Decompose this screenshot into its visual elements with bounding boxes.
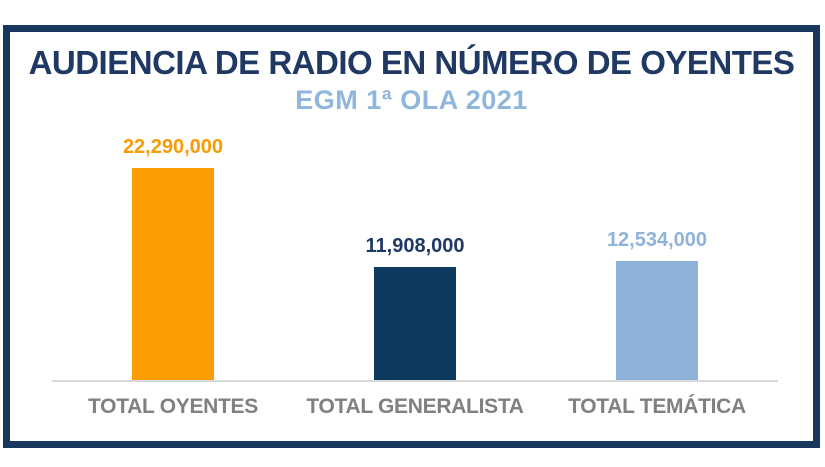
category-label-total-generalista: TOTAL GENERALISTA — [306, 395, 524, 418]
chart-frame: AUDIENCIA DE RADIO EN NÚMERO DE OYENTES … — [3, 25, 820, 448]
bar-total-generalista — [374, 266, 456, 380]
bar-group-total-tematica: 12,534,000 — [536, 132, 778, 380]
data-label-total-generalista: 11,908,000 — [365, 234, 465, 257]
x-axis-line — [52, 380, 778, 382]
bar-group-total-oyentes: 22,290,000 — [52, 132, 294, 380]
category-axis: TOTAL OYENTES TOTAL GENERALISTA TOTAL TE… — [52, 395, 778, 419]
data-label-total-oyentes: 22,290,000 — [122, 136, 224, 158]
bar-total-oyentes — [132, 168, 214, 380]
bar-total-tematica — [616, 260, 698, 380]
plot-area: 22,290,000 11,908,000 12,534,000 — [52, 132, 778, 380]
category-label-total-tematica: TOTAL TEMÁTICA — [568, 395, 746, 418]
category-label-total-oyentes: TOTAL OYENTES — [88, 395, 258, 418]
chart-title: AUDIENCIA DE RADIO EN NÚMERO DE OYENTES — [28, 44, 795, 81]
data-label-total-tematica: 12,534,000 — [606, 228, 708, 251]
bar-group-total-generalista: 11,908,000 — [294, 132, 536, 380]
chart-subtitle: EGM 1ª OLA 2021 — [295, 85, 528, 115]
